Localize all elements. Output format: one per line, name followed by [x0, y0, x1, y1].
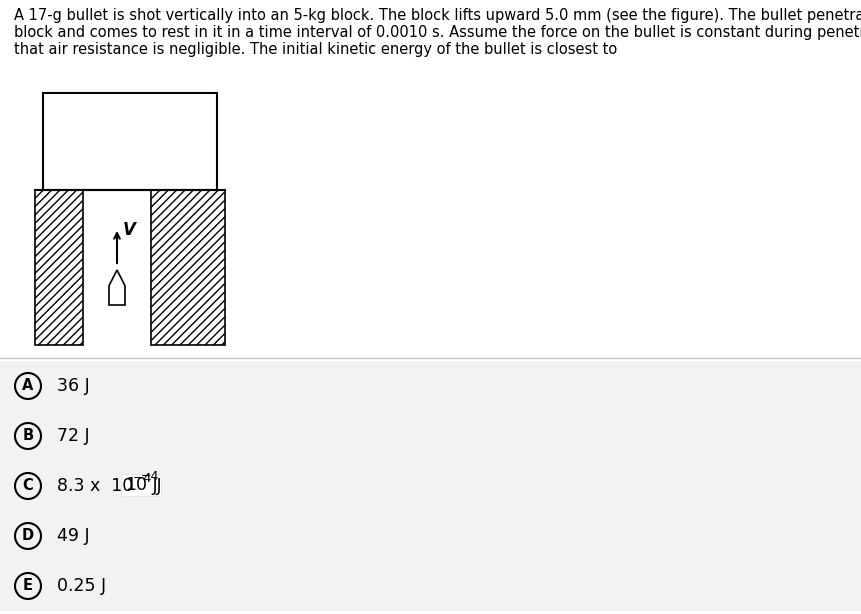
Text: D: D	[22, 529, 34, 543]
Text: V: V	[123, 221, 136, 239]
Text: that air resistance is negligible. The initial kinetic energy of the bullet is c: that air resistance is negligible. The i…	[14, 42, 617, 57]
FancyBboxPatch shape	[121, 474, 161, 496]
Text: block and comes to rest in it in a time interval of 0.0010 s. Assume the force o: block and comes to rest in it in a time …	[14, 25, 861, 40]
FancyBboxPatch shape	[35, 190, 83, 345]
Polygon shape	[109, 270, 125, 305]
Text: E: E	[23, 578, 33, 594]
Text: A 17-g bullet is shot vertically into an 5-kg block. The block lifts upward 5.0 : A 17-g bullet is shot vertically into an…	[14, 8, 861, 23]
Text: 8.3 x  10: 8.3 x 10	[57, 477, 133, 495]
Text: 10: 10	[125, 476, 147, 494]
Text: J: J	[151, 477, 162, 495]
Bar	[0, 411, 861, 461]
Text: −4: −4	[141, 470, 159, 483]
Bar	[83, 190, 151, 345]
Text: A: A	[22, 378, 34, 394]
Bar	[0, 511, 861, 561]
Text: 0.25 J: 0.25 J	[57, 577, 106, 595]
Bar	[0, 361, 861, 411]
Bar	[43, 93, 217, 190]
Bar	[0, 461, 861, 511]
Text: 72 J: 72 J	[57, 427, 90, 445]
Text: 36 J: 36 J	[57, 377, 90, 395]
Text: −4: −4	[133, 472, 152, 484]
Bar	[0, 561, 861, 611]
Text: 49 J: 49 J	[57, 527, 90, 545]
Text: C: C	[22, 478, 34, 494]
Text: B: B	[22, 429, 34, 443]
FancyBboxPatch shape	[151, 190, 225, 345]
Text: J: J	[147, 477, 158, 495]
